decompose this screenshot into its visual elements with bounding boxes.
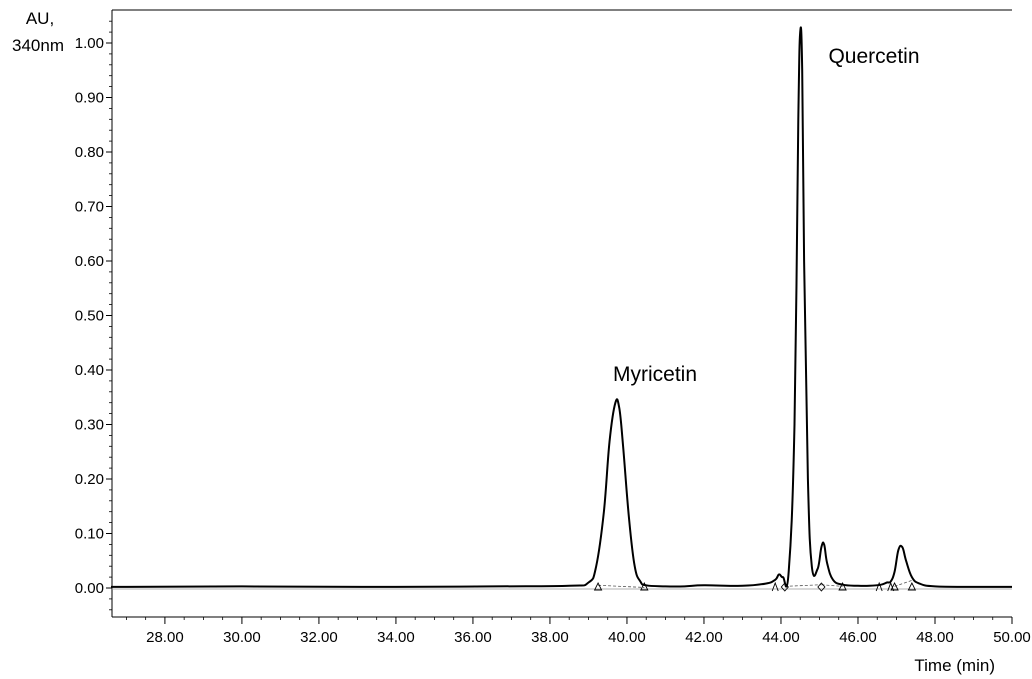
integration-markers — [593, 581, 917, 592]
x-tick-label: 46.00 — [839, 629, 877, 646]
integration-baseline — [821, 584, 843, 587]
x-tick-label: 38.00 — [531, 629, 569, 646]
triangle-marker — [907, 581, 917, 591]
triangle-marker — [640, 581, 649, 591]
ticks: 0.00 0.10 0.20 0.30 0.40 0.50 0.60 0.70 0.80 0.90… — [75, 20, 1031, 646]
chromatogram-trace — [110, 26, 1013, 588]
x-tick-label: 48.00 — [916, 629, 954, 646]
wedge-marker — [887, 581, 895, 592]
y-tick-label: 0.20 — [75, 471, 104, 488]
x-tick-label: 42.00 — [685, 629, 723, 646]
y-tick-label: 0.60 — [75, 253, 104, 270]
y-tick-label: 0.40 — [75, 362, 104, 379]
y-tick-label: 0.80 — [75, 144, 104, 161]
x-tick-label: 34.00 — [377, 629, 415, 646]
y-tick-label: 0.30 — [75, 417, 104, 434]
y-tick-label: 0.70 — [75, 199, 104, 216]
axes — [111, 9, 1012, 618]
labels: AU, 340nm Time (min) Myricetin Quercetin — [12, 9, 995, 675]
y-tick-label: 1.00 — [75, 35, 104, 52]
integration-baselines — [598, 579, 913, 588]
triangle-marker — [890, 581, 899, 591]
y-tick-label: 0.10 — [75, 526, 104, 543]
x-tick-label: 50.00 — [993, 629, 1031, 646]
wedge-marker — [771, 581, 779, 592]
wedge-marker — [875, 581, 883, 592]
y-axis-title-line2: 340nm — [12, 36, 64, 55]
x-tick-label: 32.00 — [300, 629, 338, 646]
y-axis-title-line1: AU, — [26, 9, 54, 28]
x-tick-label: 36.00 — [454, 629, 492, 646]
x-tick-label: 44.00 — [762, 629, 800, 646]
integration-baseline — [784, 584, 822, 587]
triangle-marker — [838, 581, 847, 591]
y-tick-label: 0.90 — [75, 90, 104, 107]
y-tick-label: 0.00 — [75, 580, 104, 597]
x-tick-label: 28.00 — [146, 629, 184, 646]
peak-label-myricetin: Myricetin — [613, 363, 697, 386]
integration-baseline — [598, 584, 645, 588]
x-tick-label: 40.00 — [608, 629, 646, 646]
triangle-marker — [593, 581, 603, 591]
integration-baseline — [894, 579, 913, 587]
x-tick-label: 30.00 — [223, 629, 261, 646]
peak-label-quercetin: Quercetin — [828, 45, 919, 68]
x-axis-title: Time (min) — [914, 656, 995, 675]
diamond-marker — [817, 582, 826, 592]
y-tick-label: 0.50 — [75, 308, 104, 325]
